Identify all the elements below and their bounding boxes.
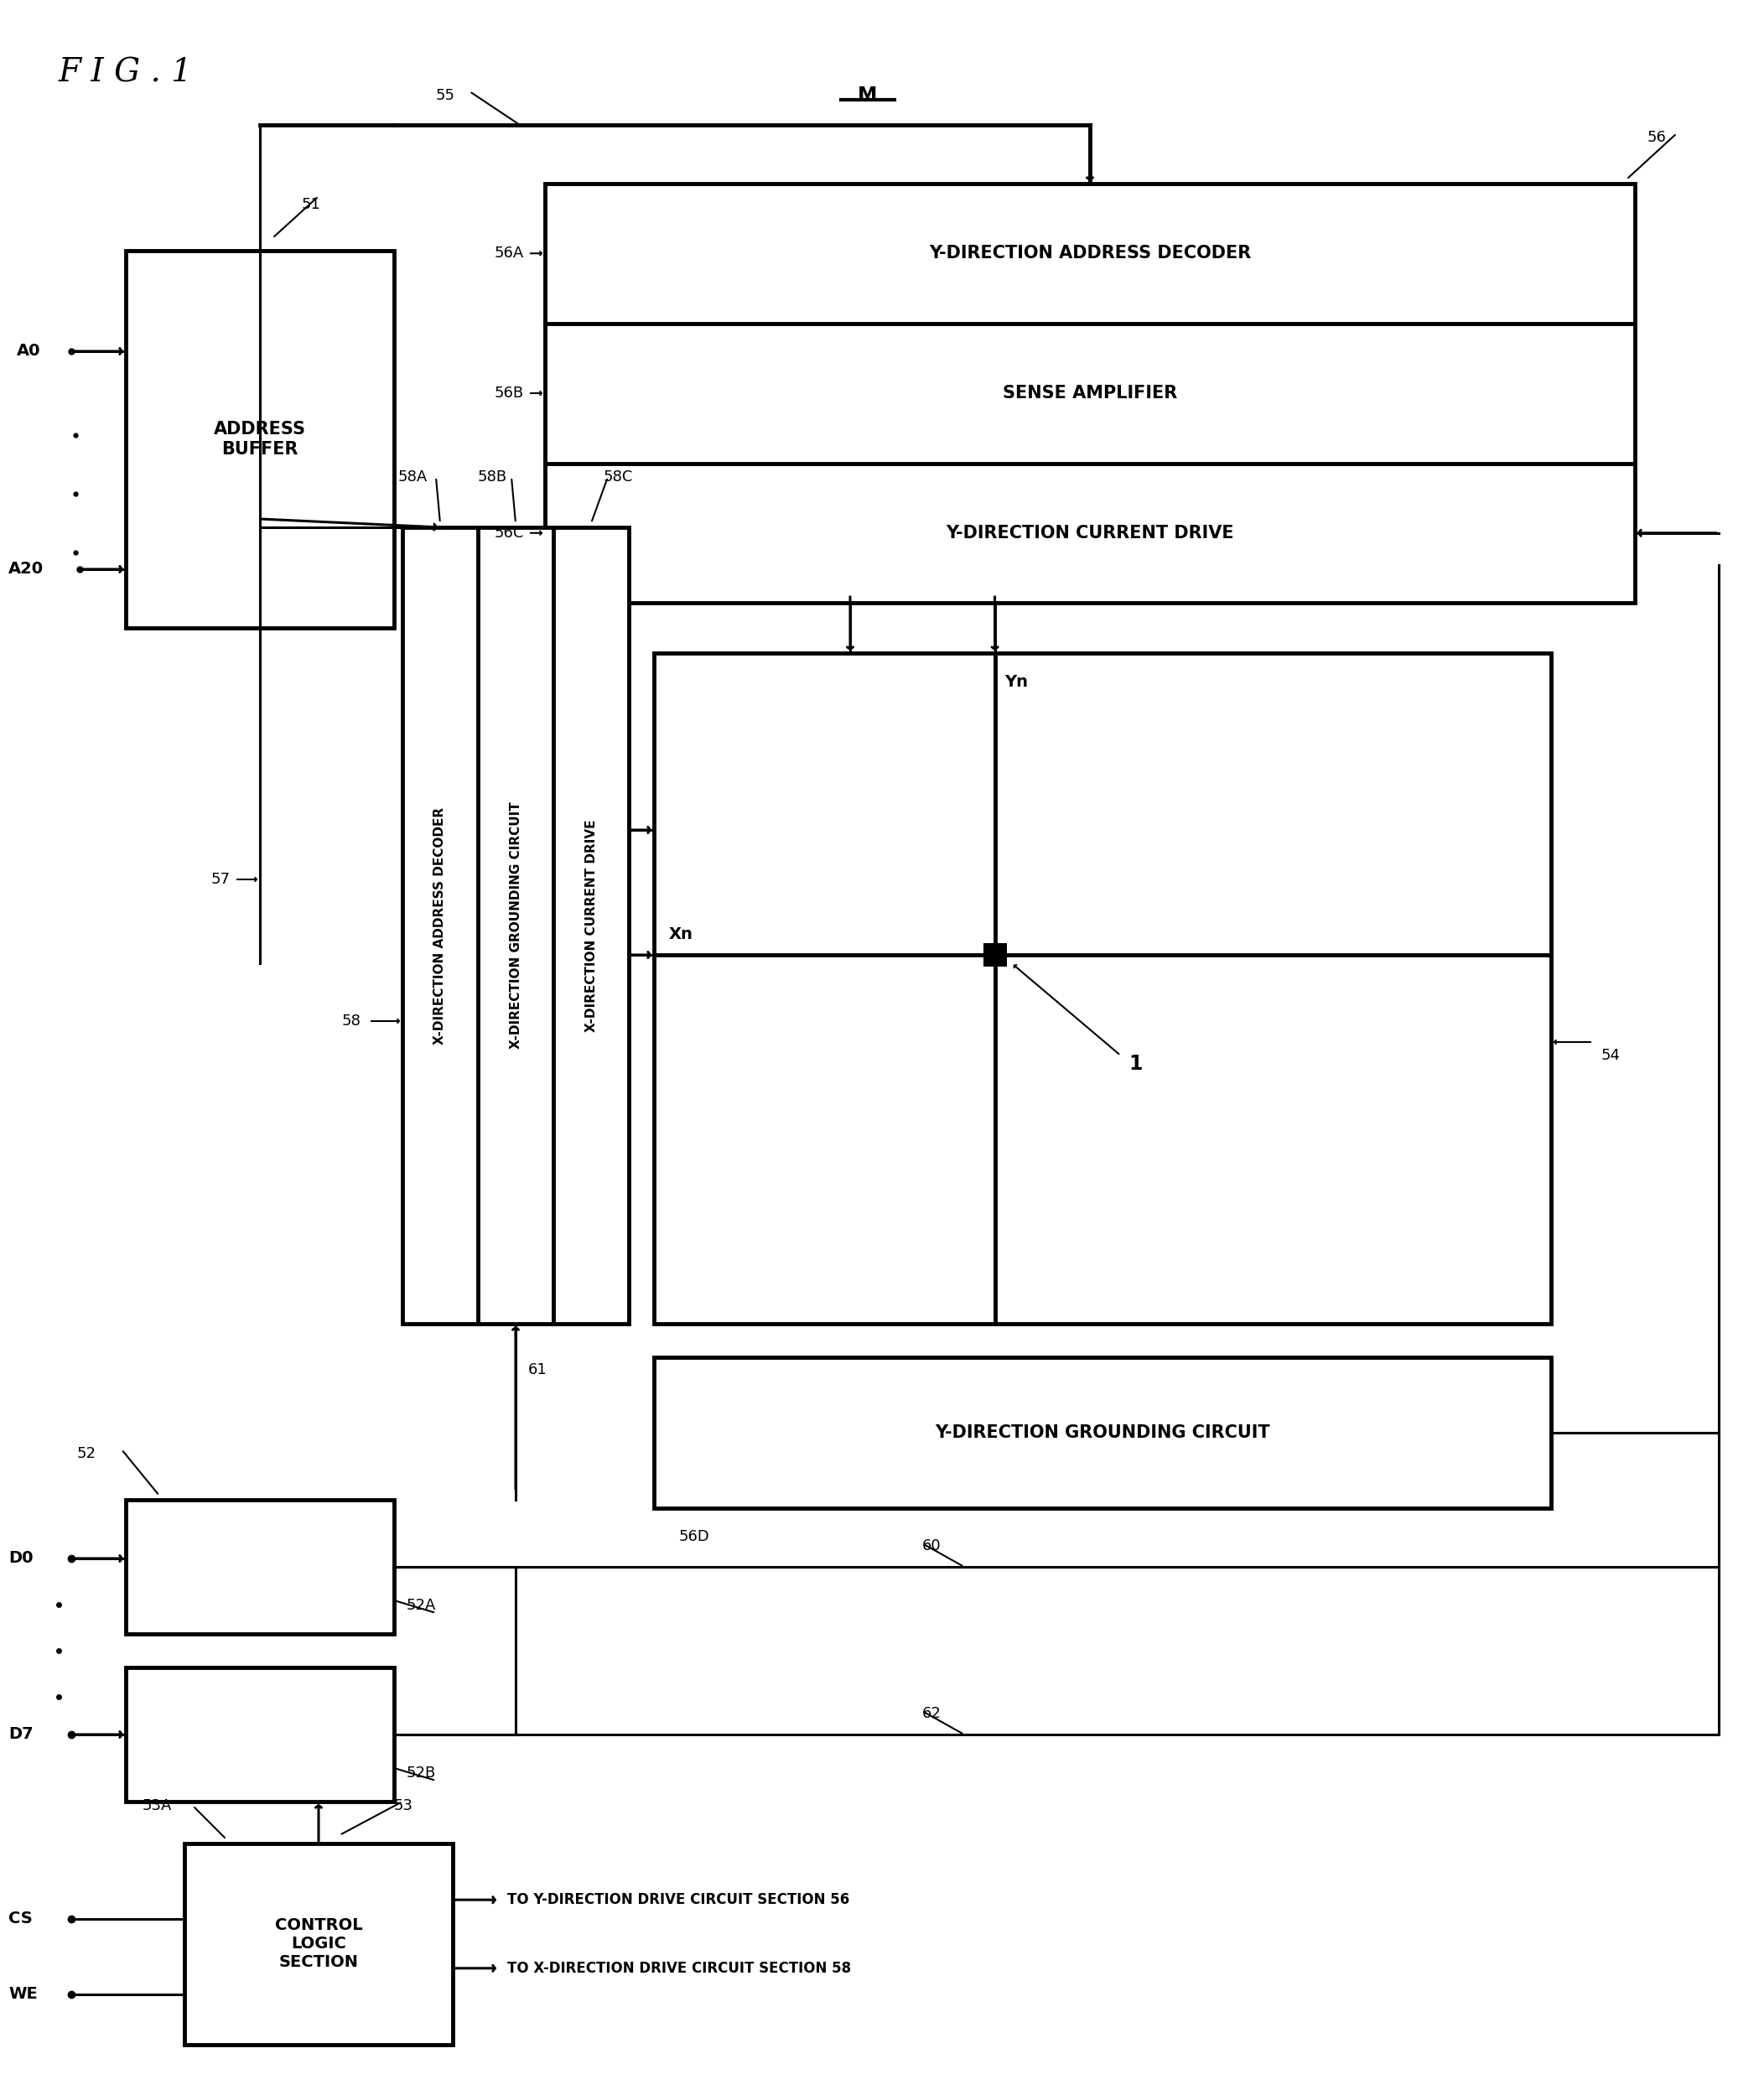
Text: 58A: 58A	[399, 469, 427, 484]
Text: TO Y-DIRECTION DRIVE CIRCUIT SECTION 56: TO Y-DIRECTION DRIVE CIRCUIT SECTION 56	[508, 1892, 850, 1906]
Text: 56: 56	[1648, 130, 1667, 145]
Text: 58: 58	[342, 1014, 360, 1029]
Bar	[125, 251, 393, 628]
Text: A20: A20	[9, 561, 44, 578]
Bar	[983, 943, 1007, 966]
Text: 56C: 56C	[494, 526, 524, 541]
Text: 58B: 58B	[478, 469, 508, 484]
Text: WE: WE	[9, 1986, 37, 2003]
Text: 53: 53	[393, 1798, 413, 1814]
Text: 52B: 52B	[407, 1766, 436, 1781]
Text: 1: 1	[1129, 1054, 1143, 1075]
Text: X-DIRECTION GROUNDING CIRCUIT: X-DIRECTION GROUNDING CIRCUIT	[510, 802, 522, 1050]
Bar	[402, 528, 628, 1324]
Text: M: M	[857, 86, 877, 105]
Text: SENSE AMPLIFIER: SENSE AMPLIFIER	[1002, 385, 1177, 402]
Text: 56D: 56D	[679, 1529, 709, 1544]
Text: CS: CS	[9, 1911, 32, 1927]
Text: D7: D7	[9, 1726, 34, 1743]
Bar	[125, 1668, 393, 1802]
Text: 61: 61	[527, 1362, 547, 1376]
Text: 52A: 52A	[407, 1598, 436, 1613]
Text: Xn: Xn	[669, 926, 693, 943]
Text: 56B: 56B	[494, 385, 524, 400]
Text: Y-DIRECTION GROUNDING CIRCUIT: Y-DIRECTION GROUNDING CIRCUIT	[935, 1425, 1270, 1441]
Text: 56A: 56A	[494, 245, 524, 262]
Text: D0: D0	[9, 1550, 34, 1567]
Bar	[654, 654, 1551, 1324]
Bar	[185, 1844, 453, 2045]
Text: F I G . 1: F I G . 1	[58, 59, 192, 88]
Text: ADDRESS
BUFFER: ADDRESS BUFFER	[213, 421, 305, 457]
Bar	[654, 1358, 1551, 1508]
Text: 60: 60	[923, 1538, 942, 1552]
Text: 55: 55	[436, 88, 455, 103]
Text: Y-DIRECTION CURRENT DRIVE: Y-DIRECTION CURRENT DRIVE	[946, 524, 1235, 541]
Text: 58C: 58C	[603, 469, 633, 484]
Text: 57: 57	[212, 872, 231, 886]
Text: 53A: 53A	[143, 1798, 171, 1814]
Bar	[125, 1500, 393, 1634]
Text: X-DIRECTION ADDRESS DECODER: X-DIRECTION ADDRESS DECODER	[434, 807, 446, 1043]
Text: 52: 52	[78, 1446, 97, 1460]
Text: TO X-DIRECTION DRIVE CIRCUIT SECTION 58: TO X-DIRECTION DRIVE CIRCUIT SECTION 58	[508, 1961, 850, 1976]
Bar	[545, 184, 1635, 603]
Text: 51: 51	[302, 197, 321, 212]
Text: 62: 62	[923, 1705, 942, 1722]
Text: A0: A0	[18, 344, 41, 358]
Text: CONTROL
LOGIC
SECTION: CONTROL LOGIC SECTION	[275, 1917, 362, 1971]
Text: Y-DIRECTION ADDRESS DECODER: Y-DIRECTION ADDRESS DECODER	[930, 245, 1251, 262]
Text: X-DIRECTION CURRENT DRIVE: X-DIRECTION CURRENT DRIVE	[586, 819, 598, 1031]
Text: Yn: Yn	[1005, 675, 1028, 689]
Text: 54: 54	[1602, 1048, 1621, 1062]
